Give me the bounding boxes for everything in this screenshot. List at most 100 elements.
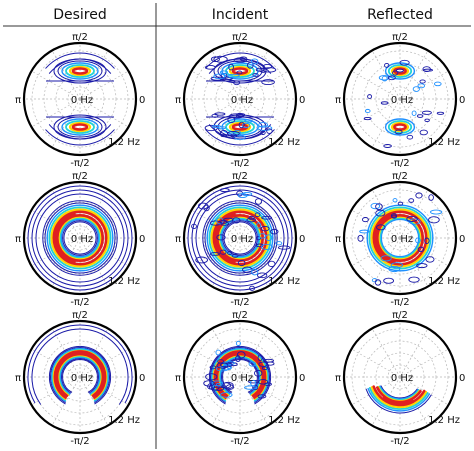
contour-patch (231, 253, 239, 258)
label-zero-hz: 0 Hz (231, 234, 253, 245)
contour-line (380, 385, 418, 399)
label-zero-hz: 0 Hz (71, 95, 93, 106)
contour-patch (419, 79, 426, 84)
contour-line (48, 58, 112, 74)
contour-patch (277, 245, 291, 250)
grid-spoke (51, 98, 81, 148)
contour-patch (384, 62, 390, 68)
label-pi: π (175, 234, 181, 245)
contour-patch (433, 81, 442, 87)
polar-outer-ring (182, 41, 298, 157)
contour-patch (261, 216, 273, 220)
grid-spoke (351, 348, 401, 378)
label-minus-pi-over-2: -π/2 (70, 436, 89, 447)
contour-line (42, 200, 118, 276)
grid-spoke (211, 376, 241, 426)
label-pi-over-2: π/2 (72, 171, 88, 182)
contour-patch (262, 67, 277, 73)
contour-patch (265, 234, 273, 241)
label-pi: π (15, 234, 21, 245)
contour-peak (374, 212, 397, 264)
contour-patch (397, 201, 404, 206)
contour-patch (261, 366, 268, 370)
grid-spoke (239, 50, 269, 100)
contour-line (377, 215, 423, 261)
contour-patch (227, 73, 240, 78)
contour-patch (219, 249, 227, 255)
contour-line (202, 200, 278, 276)
polar-panel-2-incident: π/2 -π/2 π 0 0 Hz 1.2 Hz (175, 171, 305, 308)
label-minus-pi-over-2: -π/2 (230, 297, 249, 308)
label-pi-over-2: π/2 (392, 32, 408, 43)
label-pi: π (175, 373, 181, 384)
grid-spoke (371, 328, 401, 378)
column-header-reflected: Reflected (367, 7, 433, 23)
contour-line (31, 328, 129, 405)
contour-patch (387, 120, 413, 134)
label-1-2-hz: 1.2 Hz (428, 276, 460, 287)
contour-line (48, 124, 112, 140)
contour-patch (421, 110, 432, 115)
contour-patch (236, 113, 246, 117)
contour-patch (406, 215, 418, 222)
contour-line (204, 202, 276, 274)
contour-patch (394, 129, 403, 135)
grid-spoke (399, 50, 429, 100)
contour-patch (419, 129, 428, 136)
label-minus-pi-over-2: -π/2 (70, 158, 89, 169)
contour-patch (260, 243, 273, 250)
label-zero-hz: 0 Hz (231, 95, 253, 106)
contour-patch (375, 203, 383, 211)
grid-spoke (79, 50, 109, 100)
label-pi-over-2: π/2 (232, 171, 248, 182)
grid-spoke (371, 50, 401, 100)
contour-patch (61, 118, 99, 136)
contour-patch (370, 202, 381, 210)
label-zero-hz: 0 Hz (71, 373, 93, 384)
contour-line (205, 129, 275, 146)
label-zero-hz: 0 Hz (231, 373, 253, 384)
contour-patch (408, 276, 420, 283)
label-zero: 0 (139, 373, 145, 384)
contour-patch (390, 121, 410, 133)
contour-peak (54, 350, 106, 378)
polar-panel-2-reflected: π/2 -π/2 π 0 0 Hz 1.2 Hz (335, 171, 465, 308)
polar-panel-1-incident: π/2 -π/2 π 0 0 Hz 1.2 Hz (175, 32, 305, 169)
label-pi-over-2: π/2 (392, 171, 408, 182)
grid-spoke (399, 328, 429, 378)
label-pi-over-2: π/2 (232, 32, 248, 43)
column-header-incident: Incident (212, 7, 269, 23)
contour-patch (215, 349, 222, 356)
label-zero: 0 (139, 95, 145, 106)
grid-spoke (211, 98, 241, 148)
contour-line (50, 208, 110, 268)
contour-patch (270, 228, 279, 235)
label-pi: π (15, 373, 21, 384)
contour-patch (255, 67, 265, 72)
label-pi: π (335, 373, 341, 384)
contour-patch (408, 198, 415, 203)
label-zero: 0 (459, 234, 465, 245)
contour-patch (239, 56, 248, 61)
contour-line (45, 52, 115, 69)
contour-patch (237, 259, 246, 267)
contour-line (365, 388, 432, 414)
contour-patch (423, 68, 434, 72)
contour-patch (399, 59, 410, 66)
contour-line (212, 210, 268, 266)
label-pi-over-2: π/2 (72, 32, 88, 43)
contour-patch (71, 123, 89, 131)
contour-line (58, 355, 102, 396)
contour-patch (256, 222, 262, 229)
contour-patch (250, 58, 259, 65)
contour-line (372, 385, 426, 407)
contour-patch (390, 262, 404, 269)
contour-patch (424, 118, 430, 122)
grid-spoke (79, 376, 109, 426)
contour-patch (260, 225, 270, 232)
label-zero: 0 (299, 234, 305, 245)
contour-patch (415, 237, 421, 244)
contour-patch (428, 216, 440, 224)
grid-spoke (239, 98, 269, 148)
contour-patch (216, 217, 224, 225)
